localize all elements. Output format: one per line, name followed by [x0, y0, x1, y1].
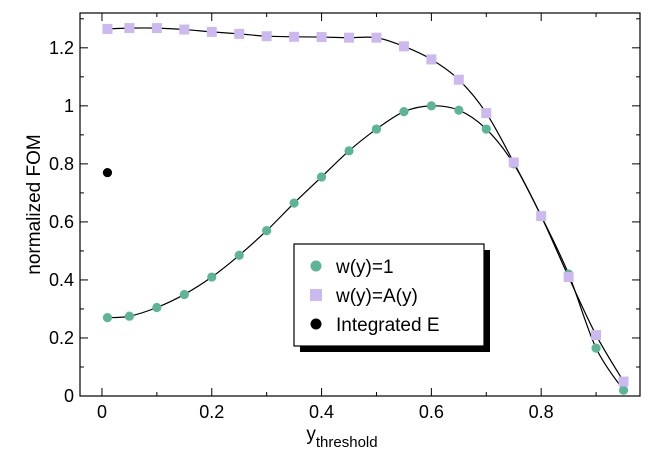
data-point-square [371, 32, 382, 43]
x-tick-label: 0 [97, 402, 107, 422]
legend-marker-circle [310, 318, 322, 330]
data-point-circle [179, 289, 189, 300]
data-point-circle [426, 101, 436, 111]
legend-label: Integrated E [336, 315, 440, 336]
y-tick-label: 0.8 [49, 154, 74, 174]
legend-marker-square [310, 289, 322, 301]
data-point-square [618, 376, 629, 387]
data-point-square [344, 32, 355, 43]
data-point-circle [152, 302, 162, 313]
data-point-square [124, 23, 135, 34]
y-tick-label: 1.2 [49, 38, 74, 58]
legend: w(y)=1 w(y)=A(y) Integrated E [293, 243, 490, 352]
data-point-circle [234, 250, 244, 260]
x-axis-title-main: y [306, 424, 316, 445]
data-point-circle [102, 313, 113, 323]
data-point-circle [124, 311, 135, 321]
y-tick-label: 0.4 [49, 270, 74, 290]
y-tick-label: 0 [64, 386, 74, 406]
data-point-square [206, 26, 217, 37]
legend-label: w(y)=1 [335, 257, 394, 278]
data-point-square [102, 23, 113, 34]
data-point-circle [399, 107, 409, 117]
data-point-square [591, 330, 602, 341]
data-point-circle [262, 226, 272, 236]
series-markers [102, 23, 629, 395]
data-point-circle [618, 385, 629, 395]
y-axis-title: normalized FOM [24, 134, 45, 274]
data-point-square [234, 28, 245, 39]
data-point-circle [591, 343, 601, 353]
x-tick-label: 0.8 [529, 402, 554, 422]
data-point-circle [289, 198, 299, 208]
data-point-circle [344, 146, 354, 156]
data-point-circle [207, 272, 217, 282]
data-point-square [481, 108, 492, 119]
x-tick-label: 0.2 [199, 402, 224, 422]
legend-box [293, 243, 485, 347]
data-point-square [261, 31, 272, 42]
plot-frame [79, 12, 641, 397]
data-point-circle [454, 105, 464, 115]
legend-label: w(y)=A(y) [335, 286, 418, 307]
data-point-circle [316, 172, 327, 182]
tick-labels: 0 0.2 0.4 0.6 0.8 0 0.2 0.4 0.6 0.8 1 1.2 [49, 38, 554, 422]
data-point-square [289, 31, 300, 42]
data-point-square [536, 211, 547, 222]
y-tick-label: 0.6 [49, 212, 74, 232]
data-point-square [316, 32, 327, 43]
data-point-square [398, 41, 409, 52]
x-axis-title-subscript: threshold [316, 434, 378, 451]
data-point-square [508, 157, 519, 168]
data-point-square [563, 272, 574, 283]
data-point-circle [371, 124, 382, 134]
legend-marker-circle [310, 260, 322, 272]
data-point-square [453, 74, 464, 85]
data-point-circle [481, 124, 491, 134]
data-point-circle [102, 167, 113, 178]
axis-ticks [80, 13, 640, 397]
x-tick-label: 0.4 [309, 402, 334, 422]
data-point-square [151, 23, 162, 34]
y-tick-label: 0.2 [49, 328, 74, 348]
data-point-square [179, 24, 190, 35]
y-tick-label: 1 [64, 96, 74, 116]
x-axis-title: ythreshold [306, 424, 377, 451]
x-tick-label: 0.6 [419, 402, 444, 422]
data-point-square [426, 54, 437, 65]
